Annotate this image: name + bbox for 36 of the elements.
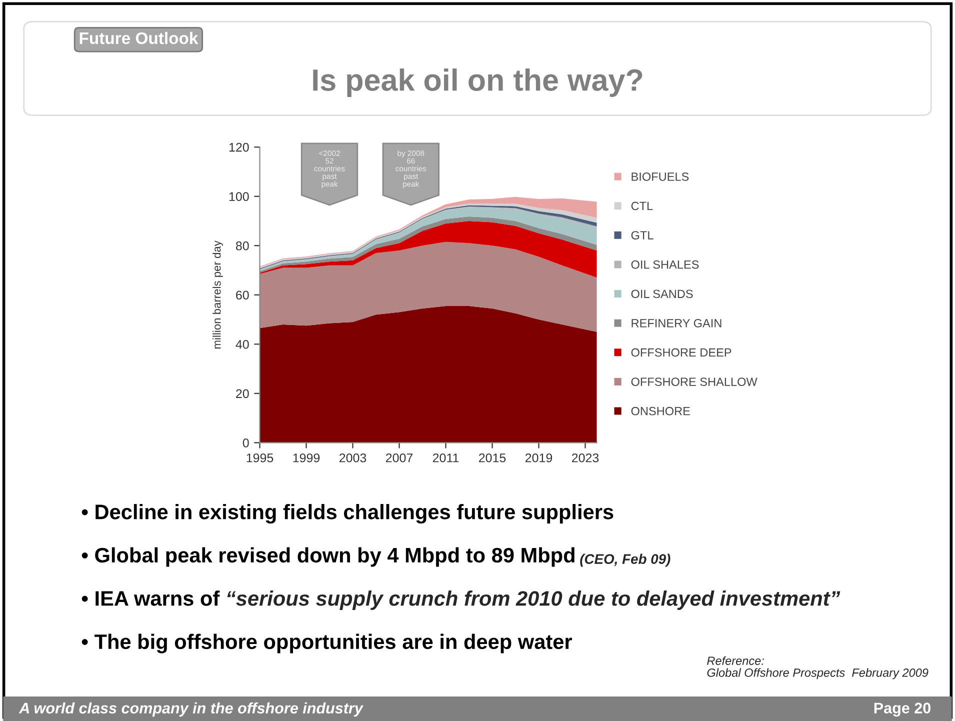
- x-tick-label: 2011: [432, 453, 459, 462]
- y-tick-label: 40: [236, 340, 249, 349]
- text: • Decline in existing fields challenges future suppliers: [82, 504, 614, 524]
- text: Reference: Global Offshore Prospects February 2009: [707, 656, 928, 680]
- text: (CEO, Feb 09): [580, 554, 670, 567]
- y-tick-label: 120: [229, 142, 249, 152]
- x-tick-label: 2019: [525, 453, 552, 462]
- legend-label: REFINERY GAIN: [632, 319, 722, 328]
- text: • IEA warns of: [82, 590, 220, 606]
- chart-title: Is peak oil on the way?: [313, 68, 642, 97]
- legend-label: OFFSHORE DEEP: [631, 348, 732, 357]
- text: “serious supply crunch from 2010 due to delayed investment”: [227, 590, 840, 610]
- text: Page 20: [874, 702, 931, 717]
- x-tick-label: 2003: [339, 453, 366, 462]
- x-tick-label: 2015: [478, 453, 506, 462]
- text: A world class company in the offshore industry: [18, 702, 364, 717]
- y-tick-label: 80: [236, 241, 249, 250]
- text: • Global peak revised down by 4 Mbpd to 89 Mbpd: [82, 547, 574, 567]
- y-tick-label: 100: [229, 192, 249, 202]
- legend-label: OIL SHALES: [631, 260, 699, 269]
- legend-label: OFFSHORE SHALLOW: [631, 378, 758, 386]
- legend-label: CTL: [631, 202, 653, 210]
- x-tick-label: 2023: [572, 453, 599, 462]
- legend-label: GTL: [631, 231, 654, 240]
- legend-label: ONSHORE: [631, 406, 690, 416]
- text: Future Outlook: [80, 32, 198, 44]
- x-tick-label: 2007: [386, 453, 413, 462]
- y-tick-label: 20: [236, 389, 249, 398]
- text: • The big offshore opportunities are in deep water: [82, 634, 572, 654]
- y-tick-label: 60: [236, 290, 249, 300]
- x-tick-label: 1999: [293, 453, 320, 462]
- legend-label: BIOFUELS: [632, 172, 689, 181]
- y-tick-label: 0: [242, 438, 249, 448]
- x-tick-label: 1995: [246, 453, 274, 462]
- legend-label: OIL SANDS: [631, 290, 693, 298]
- y-axis-title: million barrels per day: [212, 240, 223, 348]
